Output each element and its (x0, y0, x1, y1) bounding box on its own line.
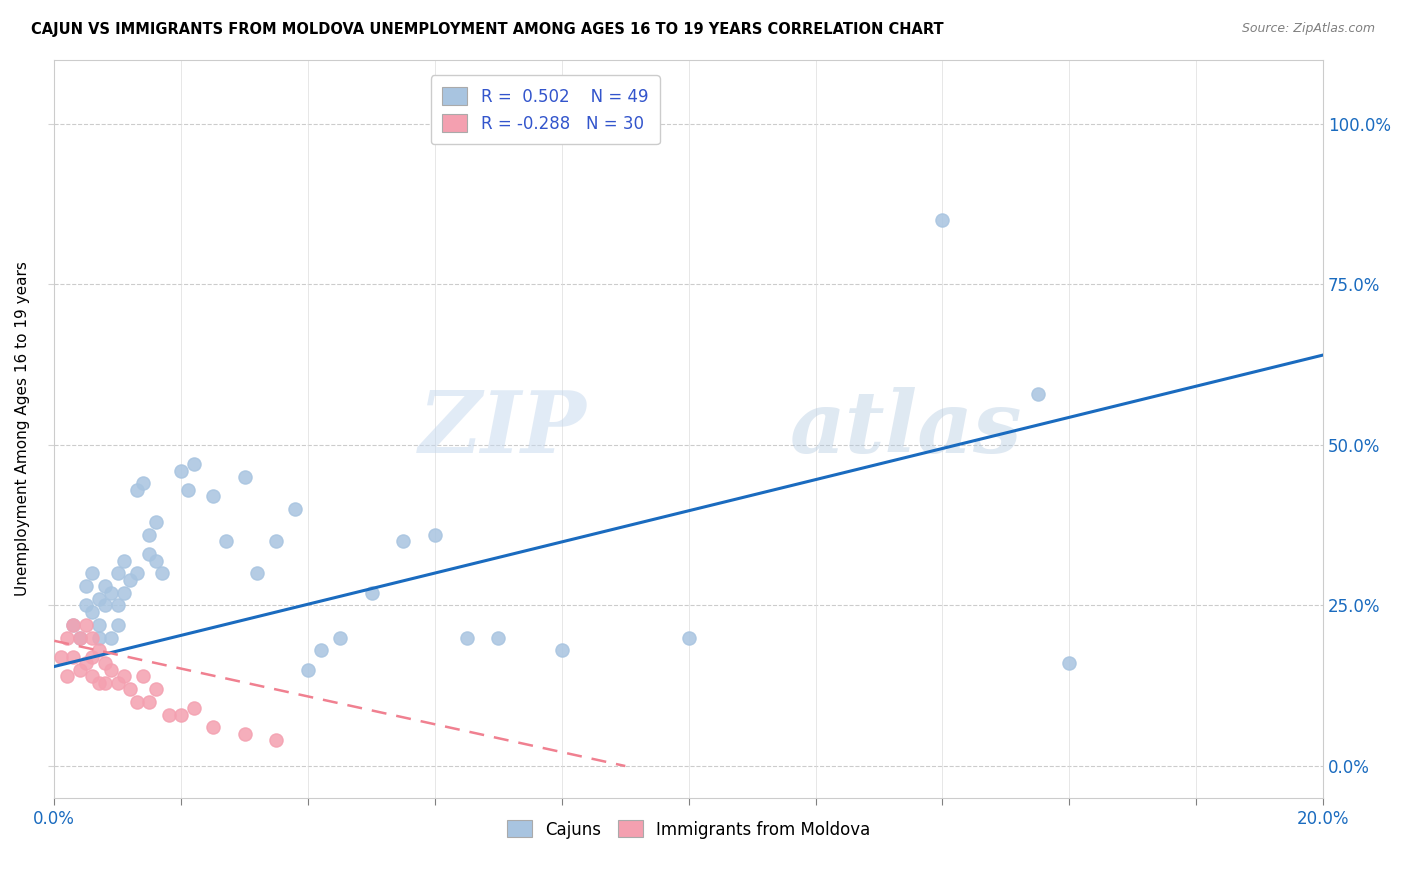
Point (56, 669, 79, 683)
Point (132, 669, 155, 683)
Point (75, 657, 97, 671)
Point (132, 476, 155, 491)
Point (107, 617, 129, 632)
Point (1059, 657, 1081, 671)
Point (931, 213, 953, 227)
Point (69, 631, 91, 645)
Point (266, 733, 288, 747)
Point (82, 631, 104, 645)
Point (360, 585, 382, 599)
Y-axis label: Unemployment Among Ages 16 to 19 years: Unemployment Among Ages 16 to 19 years (15, 261, 30, 597)
Point (75, 617, 97, 632)
Point (75, 579, 97, 593)
Point (87, 617, 110, 632)
Point (486, 631, 509, 645)
Point (112, 585, 135, 599)
Point (82, 649, 104, 664)
Point (145, 515, 167, 529)
Point (87, 631, 110, 645)
Point (201, 721, 224, 735)
Legend: Cajuns, Immigrants from Moldova: Cajuns, Immigrants from Moldova (501, 814, 877, 846)
Point (100, 631, 122, 645)
Point (233, 470, 256, 484)
Point (62, 649, 84, 664)
Point (551, 643, 574, 657)
Point (82, 566, 104, 581)
Point (423, 528, 446, 542)
Point (201, 489, 224, 503)
Point (309, 643, 332, 657)
Point (87, 675, 110, 690)
Point (170, 464, 193, 478)
Point (82, 669, 104, 683)
Point (112, 669, 135, 683)
Point (138, 695, 160, 709)
Point (125, 695, 148, 709)
Point (120, 573, 142, 587)
Point (125, 483, 148, 497)
Point (150, 566, 173, 581)
Point (392, 534, 415, 549)
Point (87, 592, 110, 607)
Point (75, 599, 97, 613)
Point (62, 617, 84, 632)
Point (214, 534, 236, 549)
Point (107, 675, 129, 690)
Text: CAJUN VS IMMIGRANTS FROM MOLDOVA UNEMPLOYMENT AMONG AGES 16 TO 19 YEARS CORRELAT: CAJUN VS IMMIGRANTS FROM MOLDOVA UNEMPLO… (31, 22, 943, 37)
Point (125, 566, 148, 581)
Point (266, 534, 288, 549)
Point (94, 579, 117, 593)
Point (145, 681, 167, 696)
Point (87, 643, 110, 657)
Point (100, 585, 122, 599)
Point (120, 681, 142, 696)
Point (678, 631, 700, 645)
Point (183, 457, 205, 471)
Point (176, 483, 198, 497)
Point (456, 631, 478, 645)
Point (94, 657, 117, 671)
Point (138, 547, 160, 561)
Point (69, 631, 91, 645)
Point (82, 605, 104, 619)
Point (1026, 386, 1049, 401)
Point (94, 599, 117, 613)
Point (297, 663, 319, 677)
Point (49, 649, 72, 664)
Point (69, 663, 91, 677)
Point (183, 701, 205, 715)
Point (62, 617, 84, 632)
Point (246, 566, 269, 581)
Point (284, 502, 307, 516)
Point (138, 528, 160, 542)
Point (112, 553, 135, 567)
Point (157, 707, 180, 722)
Point (170, 707, 193, 722)
Point (329, 631, 352, 645)
Point (100, 663, 122, 677)
Point (107, 566, 129, 581)
Point (107, 599, 129, 613)
Text: atlas: atlas (790, 387, 1022, 471)
Text: ZIP: ZIP (419, 387, 588, 471)
Point (94, 675, 117, 690)
Point (233, 727, 256, 741)
Point (145, 553, 167, 567)
Point (56, 631, 79, 645)
Text: Source: ZipAtlas.com: Source: ZipAtlas.com (1241, 22, 1375, 36)
